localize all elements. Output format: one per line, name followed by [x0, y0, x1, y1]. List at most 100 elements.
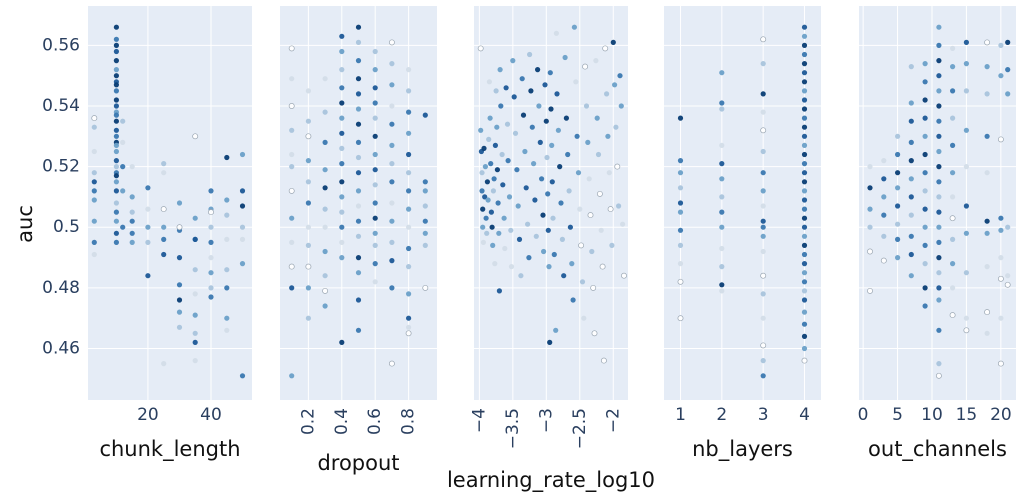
data-point [677, 115, 684, 121]
data-point [801, 133, 808, 139]
y-tick-label: 0.5 [53, 217, 80, 237]
data-point [566, 188, 572, 194]
data-point [478, 127, 484, 133]
data-point [801, 309, 808, 315]
data-point [600, 357, 607, 364]
data-point [91, 124, 97, 130]
data-point [936, 103, 942, 109]
data-point [339, 115, 345, 121]
x-axis-title: chunk_length [99, 437, 240, 462]
data-point [621, 272, 627, 279]
data-point [422, 230, 428, 236]
data-point [936, 24, 942, 30]
data-point [498, 103, 504, 109]
data-point [936, 179, 942, 185]
data-point [801, 33, 808, 39]
data-point [936, 255, 942, 261]
data-point [406, 315, 412, 321]
data-point [867, 248, 873, 255]
data-point [339, 161, 345, 167]
data-point [339, 339, 345, 345]
data-point [984, 218, 990, 224]
data-point [482, 194, 488, 200]
data-point [372, 230, 378, 236]
data-point [372, 151, 378, 158]
data-point [482, 164, 488, 170]
data-point [389, 82, 395, 88]
data-point [561, 273, 567, 279]
data-point [760, 61, 766, 67]
data-point [224, 327, 230, 333]
data-point [719, 224, 725, 230]
data-point [355, 270, 362, 276]
data-point [406, 324, 412, 330]
data-point [389, 161, 395, 167]
data-point [578, 242, 585, 249]
data-point [963, 61, 970, 67]
data-point [585, 139, 591, 145]
x-tick-label: 0.4 [332, 408, 352, 435]
x-tick-label: 20 [137, 405, 159, 425]
data-point [599, 263, 606, 270]
data-point [760, 373, 766, 379]
data-point [113, 218, 119, 224]
data-point [502, 245, 508, 252]
y-tick-label: 0.52 [42, 157, 80, 177]
data-point [322, 273, 328, 279]
data-point [113, 48, 119, 55]
data-point [504, 121, 511, 127]
x-tick-label: 0.8 [399, 408, 419, 435]
data-point [161, 161, 167, 167]
data-point [192, 358, 198, 364]
data-point [526, 255, 532, 261]
data-point [355, 39, 362, 46]
data-point [984, 64, 990, 70]
data-point [922, 224, 928, 230]
data-point [922, 261, 928, 267]
data-point [801, 151, 808, 158]
data-point [490, 242, 496, 248]
data-point [192, 215, 198, 221]
data-point [322, 303, 328, 309]
data-point [355, 327, 362, 333]
data-point [339, 239, 345, 245]
data-point [129, 194, 135, 200]
data-point [998, 315, 1004, 321]
data-point [224, 267, 230, 273]
data-point [322, 287, 329, 294]
data-point [998, 215, 1004, 221]
data-point [801, 251, 808, 258]
data-point [950, 64, 956, 70]
data-point [389, 61, 395, 67]
data-point [288, 45, 295, 52]
data-point [589, 248, 595, 255]
data-point [575, 170, 582, 176]
data-point [677, 200, 684, 206]
data-point [908, 118, 914, 124]
data-point [936, 118, 942, 124]
data-point [483, 215, 489, 221]
data-point [579, 279, 586, 285]
data-point [536, 103, 542, 109]
data-point [525, 221, 531, 227]
data-point [801, 179, 808, 185]
data-point [406, 109, 412, 115]
data-point [422, 203, 428, 209]
data-point [895, 236, 901, 242]
data-point [113, 67, 119, 73]
data-point [801, 224, 808, 230]
data-point [908, 233, 914, 239]
data-point [963, 88, 970, 94]
data-point [145, 185, 151, 191]
data-point [620, 221, 626, 227]
data-point [936, 88, 942, 94]
data-point [239, 236, 246, 242]
data-point [372, 85, 378, 91]
data-point [120, 139, 126, 145]
data-point [867, 224, 873, 230]
data-point [176, 309, 183, 315]
data-point [516, 236, 523, 242]
data-point [881, 233, 887, 239]
data-point [801, 357, 808, 364]
